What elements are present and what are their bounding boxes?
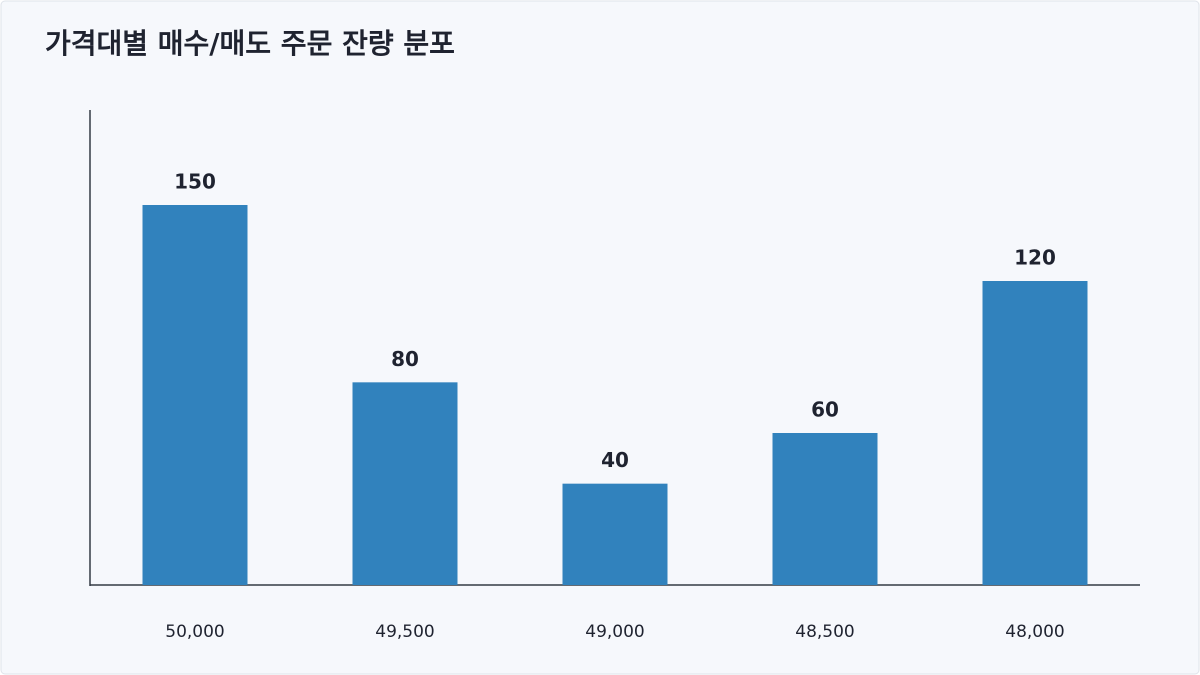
x-tick-label: 48,500 xyxy=(795,622,854,642)
chart-title: 가격대별 매수/매도 주문 잔량 분포 xyxy=(45,27,455,60)
value-label: 120 xyxy=(1014,246,1056,270)
value-label: 60 xyxy=(811,398,839,422)
value-label: 40 xyxy=(601,448,629,472)
bar xyxy=(352,382,458,585)
x-tick-label: 48,000 xyxy=(1005,622,1064,642)
value-label: 150 xyxy=(174,170,216,194)
bar xyxy=(982,281,1088,585)
x-tick-label: 49,000 xyxy=(585,622,644,642)
value-label: 80 xyxy=(391,347,419,371)
x-tick-label: 49,500 xyxy=(375,622,434,642)
bar xyxy=(562,483,668,585)
bar xyxy=(772,433,878,585)
bar xyxy=(142,205,248,585)
x-tick-label: 50,000 xyxy=(165,622,224,642)
